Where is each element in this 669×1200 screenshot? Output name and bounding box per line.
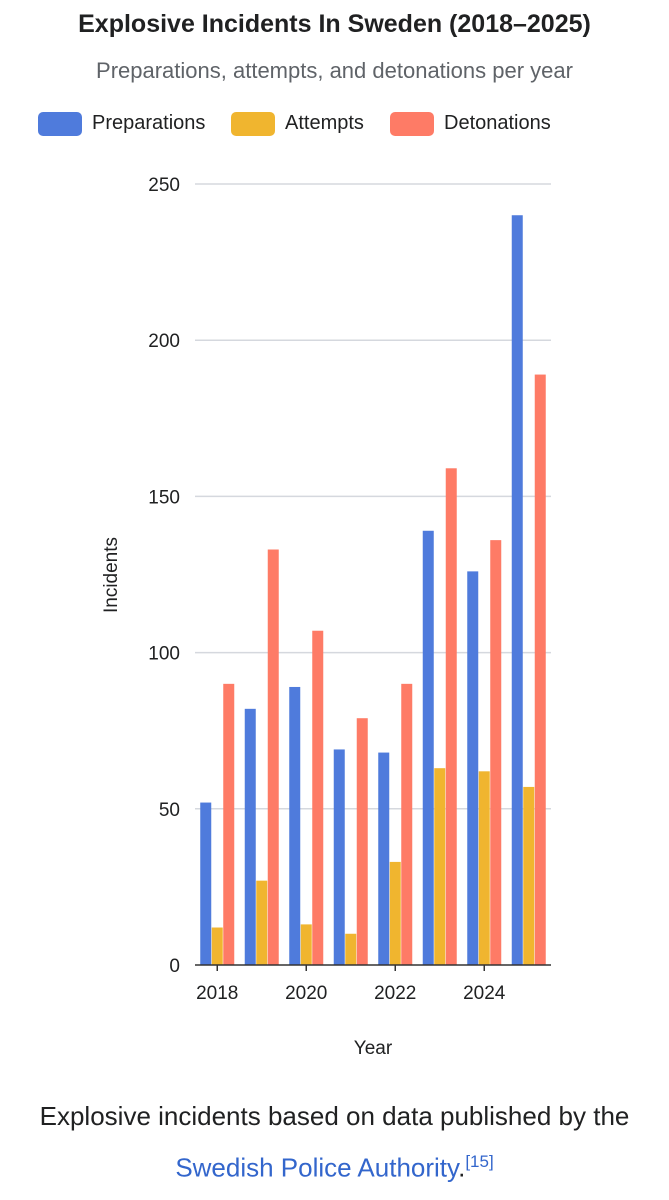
bar-attempts-2021[interactable]: [345, 933, 357, 965]
bar-preparations-2025[interactable]: [511, 215, 523, 966]
bar-preparations-2020[interactable]: [289, 686, 301, 965]
x-tick-label: 2024: [463, 983, 506, 1004]
y-tick-label: 200: [148, 331, 180, 352]
y-tick-label: 150: [148, 487, 180, 508]
swedish-police-authority-link[interactable]: Swedish Police Authority: [175, 1152, 459, 1183]
bar-detonations-2020[interactable]: [312, 630, 324, 965]
bar-detonations-2022[interactable]: [401, 683, 413, 965]
bar-preparations-2021[interactable]: [333, 749, 345, 965]
y-axis-ticks: 0 50 100 150 200 250: [148, 175, 180, 977]
bar-chart: 0 50 100 150 200 250 2018 2020 2022 2024 Inciden…: [101, 175, 551, 1059]
bar-detonations-2019[interactable]: [267, 549, 279, 965]
bar-preparations-2023[interactable]: [422, 530, 434, 965]
bars: [200, 215, 546, 966]
bar-detonations-2025[interactable]: [534, 374, 546, 966]
bar-attempts-2019[interactable]: [256, 880, 268, 965]
legend-swatch-attempts: [231, 112, 275, 136]
legend-label-attempts: Attempts: [285, 112, 364, 134]
bar-attempts-2020[interactable]: [300, 924, 312, 965]
x-tick-label: 2022: [374, 983, 416, 1004]
x-tick-label: 2018: [196, 983, 238, 1004]
bar-detonations-2018[interactable]: [223, 683, 235, 965]
bar-preparations-2019[interactable]: [244, 708, 256, 965]
figure-caption: Explosive incidents based on data publis…: [0, 1093, 669, 1191]
bar-detonations-2024[interactable]: [490, 540, 502, 965]
chart-title: Explosive Incidents In Sweden (2018–2025…: [78, 10, 591, 38]
legend-label-preparations: Preparations: [92, 112, 206, 134]
legend-swatch-detonations: [390, 112, 434, 136]
y-axis-label: Incidents: [101, 537, 122, 613]
y-tick-label: 100: [148, 644, 180, 665]
y-tick-label: 250: [148, 175, 180, 196]
x-axis-label: Year: [354, 1038, 393, 1059]
bar-attempts-2022[interactable]: [389, 861, 401, 965]
bar-attempts-2023[interactable]: [434, 768, 446, 965]
bar-attempts-2018[interactable]: [211, 927, 223, 965]
legend-label-detonations: Detonations: [444, 112, 551, 134]
bar-detonations-2023[interactable]: [445, 468, 457, 965]
y-tick-label: 0: [169, 956, 180, 977]
bar-attempts-2024[interactable]: [478, 771, 490, 965]
bar-attempts-2025[interactable]: [523, 786, 535, 965]
bar-preparations-2022[interactable]: [378, 752, 390, 965]
bar-detonations-2021[interactable]: [356, 718, 368, 965]
legend-swatch-preparations: [38, 112, 82, 136]
x-tick-label: 2020: [285, 983, 327, 1004]
chart-subtitle: Preparations, attempts, and detonations …: [96, 58, 573, 83]
x-axis-ticks: 2018 2020 2022 2024: [196, 965, 506, 1004]
bar-preparations-2024[interactable]: [467, 571, 479, 965]
bar-preparations-2018[interactable]: [200, 802, 212, 965]
reference-link[interactable]: [15]: [465, 1152, 494, 1171]
y-tick-label: 50: [159, 800, 180, 821]
caption-text: Explosive incidents based on data publis…: [39, 1101, 630, 1131]
caption-period: .: [458, 1152, 466, 1183]
